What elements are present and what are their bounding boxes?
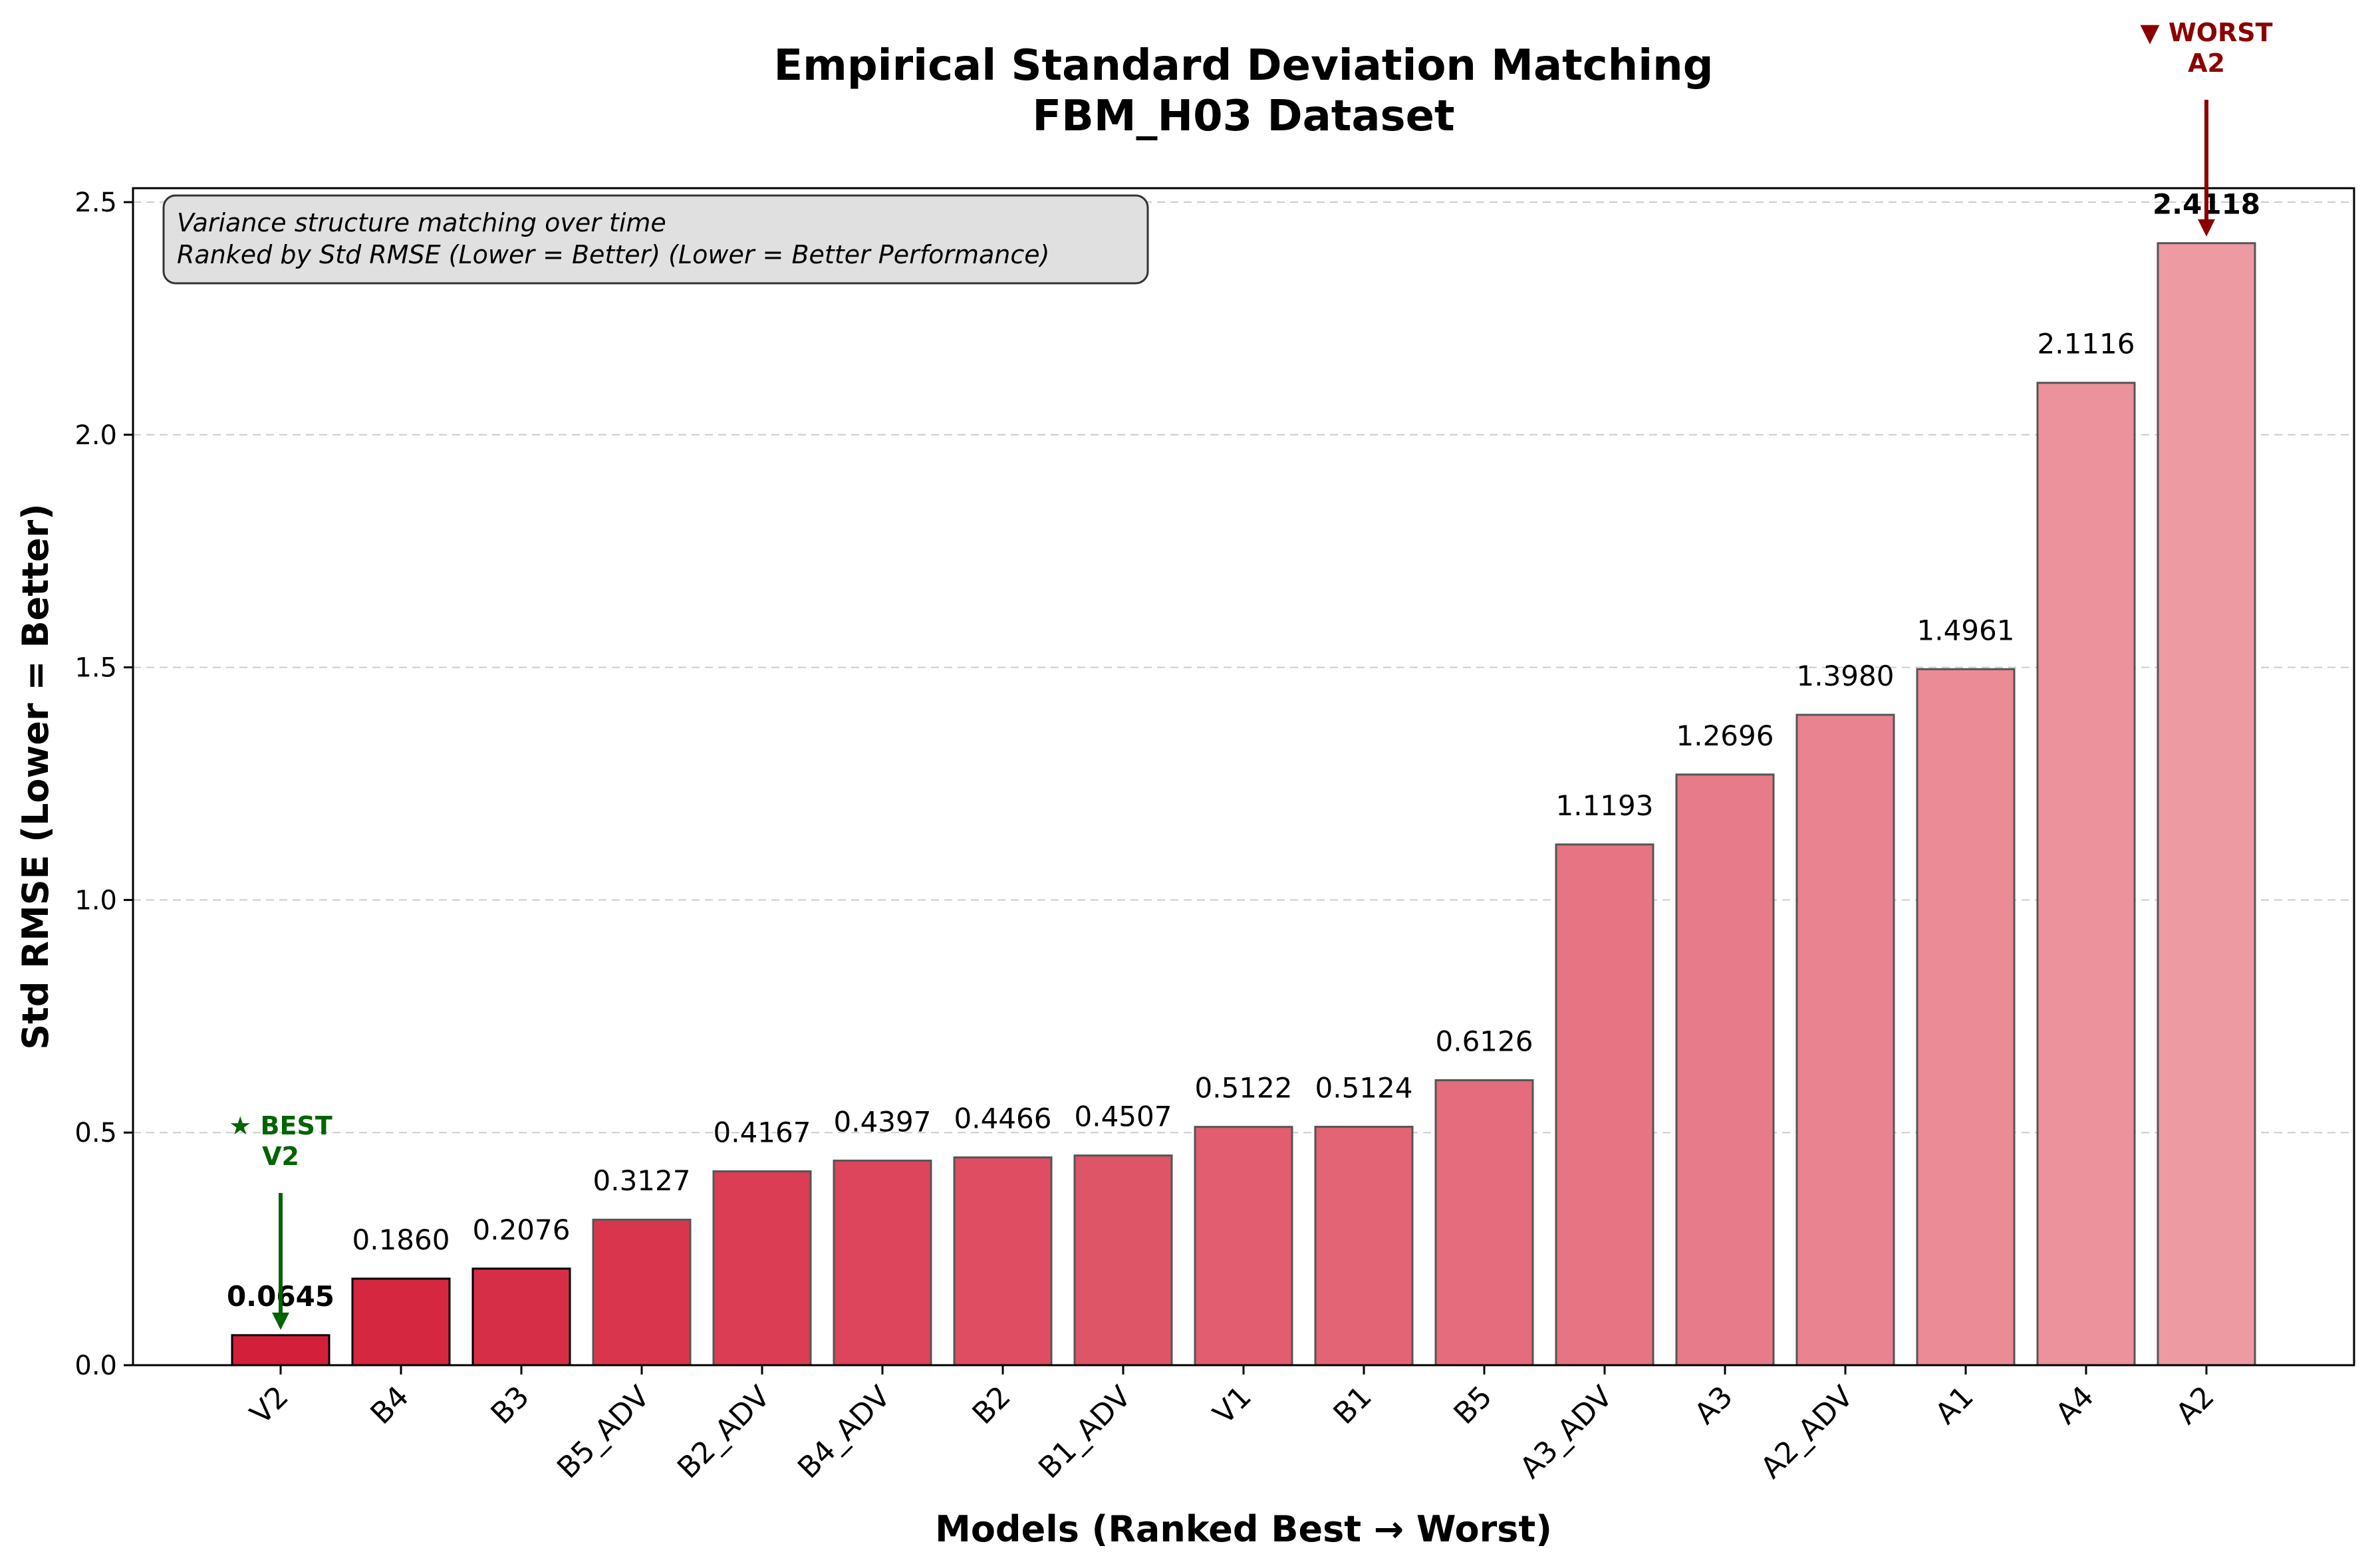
bar-b1 <box>1314 1126 1414 1367</box>
value-label: 2.1116 <box>2038 328 2135 360</box>
y-tick-label: 2.0 <box>74 420 117 451</box>
x-tick-label: A3_ADV <box>1514 1380 1619 1486</box>
value-label: 0.4167 <box>714 1116 811 1148</box>
y-tick-label: 1.5 <box>74 653 117 684</box>
x-tick-label: V1 <box>1207 1380 1258 1431</box>
bar-a3 <box>1675 773 1775 1367</box>
info-box-frame <box>162 194 1149 285</box>
x-tick-label: B2 <box>966 1380 1017 1431</box>
value-label: 0.4507 <box>1075 1101 1172 1133</box>
bar-a4 <box>2036 382 2136 1367</box>
bar-b1-adv <box>1073 1154 1173 1367</box>
x-tick-label: A1 <box>1929 1380 1980 1431</box>
best-annotation-line-1: ★ BEST <box>229 1111 332 1140</box>
bar-b5 <box>1434 1079 1534 1367</box>
value-label: 0.4397 <box>834 1105 932 1138</box>
value-label: 0.3127 <box>593 1164 691 1197</box>
info-box: Variance structure matching over time Ra… <box>162 194 1149 285</box>
x-tick-label: B4_ADV <box>791 1380 897 1486</box>
x-tick-label: A2 <box>2170 1380 2221 1431</box>
bar-b4-adv <box>833 1159 932 1367</box>
value-label: 0.6126 <box>1436 1025 1533 1057</box>
value-label: 0.4466 <box>954 1103 1052 1135</box>
worst-annotation-line-1: ▼ WORST <box>2140 18 2272 47</box>
worst-annotation-line-2: A2 <box>2188 49 2225 78</box>
bar-a3-adv <box>1555 843 1654 1367</box>
y-tick-label: 0.0 <box>74 1351 117 1381</box>
y-tick-label: 1.0 <box>74 885 117 916</box>
x-tick-label: B3 <box>485 1380 536 1431</box>
worst-annotation: ▼ WORST A2 <box>2140 18 2273 237</box>
x-tick-label: B1_ADV <box>1032 1380 1138 1486</box>
x-tick-label: A3 <box>1688 1380 1740 1431</box>
y-axis-label: Std RMSE (Lower = Better) <box>15 503 57 1050</box>
value-label: 0.5124 <box>1315 1072 1413 1105</box>
bar-a2-adv <box>1795 714 1895 1367</box>
y-axis: 0.0 0.5 1.0 1.5 2.0 2.5 <box>74 188 133 1381</box>
value-label: 1.3980 <box>1797 660 1895 692</box>
bar-v1 <box>1194 1126 1293 1367</box>
x-axis: V2 B4 B3 B5_ADV B2_ADV B4_ADV B2 B1_ADV V1 B1 B5 A3… <box>244 1365 2221 1485</box>
bar-b3 <box>471 1267 571 1367</box>
bar-v2 <box>231 1334 330 1367</box>
bar-b4 <box>351 1277 451 1367</box>
value-label: 1.4961 <box>1917 614 2015 646</box>
x-tick-label: B1 <box>1327 1380 1379 1431</box>
chart-title: Empirical Standard Deviation Matching <box>773 41 1713 90</box>
x-axis-label: Models (Ranked Best → Worst) <box>935 1508 1552 1550</box>
y-tick-label: 2.5 <box>74 188 117 218</box>
bar-a1 <box>1916 668 2016 1367</box>
x-tick-label: A4 <box>2049 1380 2101 1431</box>
x-tick-label: B5 <box>1448 1380 1499 1431</box>
x-tick-label: B2_ADV <box>671 1380 777 1486</box>
info-box-line-1: Variance structure matching over time <box>177 208 666 237</box>
value-label: 0.5122 <box>1195 1072 1293 1105</box>
worst-annotation-arrowhead <box>2198 219 2215 237</box>
y-tick-label: 0.5 <box>74 1118 117 1148</box>
bar-b2 <box>953 1156 1053 1367</box>
x-tick-label: V2 <box>244 1380 295 1431</box>
bar-b5-adv <box>592 1218 692 1367</box>
best-annotation-line-2: V2 <box>262 1142 299 1171</box>
x-tick-label: B5_ADV <box>551 1380 656 1486</box>
best-annotation: ★ BEST V2 <box>229 1111 332 1330</box>
value-label: 0.2076 <box>473 1214 571 1246</box>
value-label: 0.1860 <box>352 1224 450 1256</box>
bars <box>231 242 2256 1367</box>
best-annotation-arrowhead <box>272 1312 289 1330</box>
chart-subtitle: FBM_H03 Dataset <box>1032 92 1454 141</box>
bar-b2-adv <box>712 1170 812 1367</box>
x-tick-label: B4 <box>364 1380 416 1431</box>
value-label: 1.1193 <box>1556 789 1654 822</box>
info-box-line-2: Ranked by Std RMSE (Lower = Better) (Low… <box>177 240 1049 269</box>
gridlines <box>133 201 2354 1134</box>
x-tick-label: A2_ADV <box>1754 1380 1860 1486</box>
value-label: 1.2696 <box>1676 719 1774 752</box>
bar-a2 <box>2157 242 2256 1367</box>
